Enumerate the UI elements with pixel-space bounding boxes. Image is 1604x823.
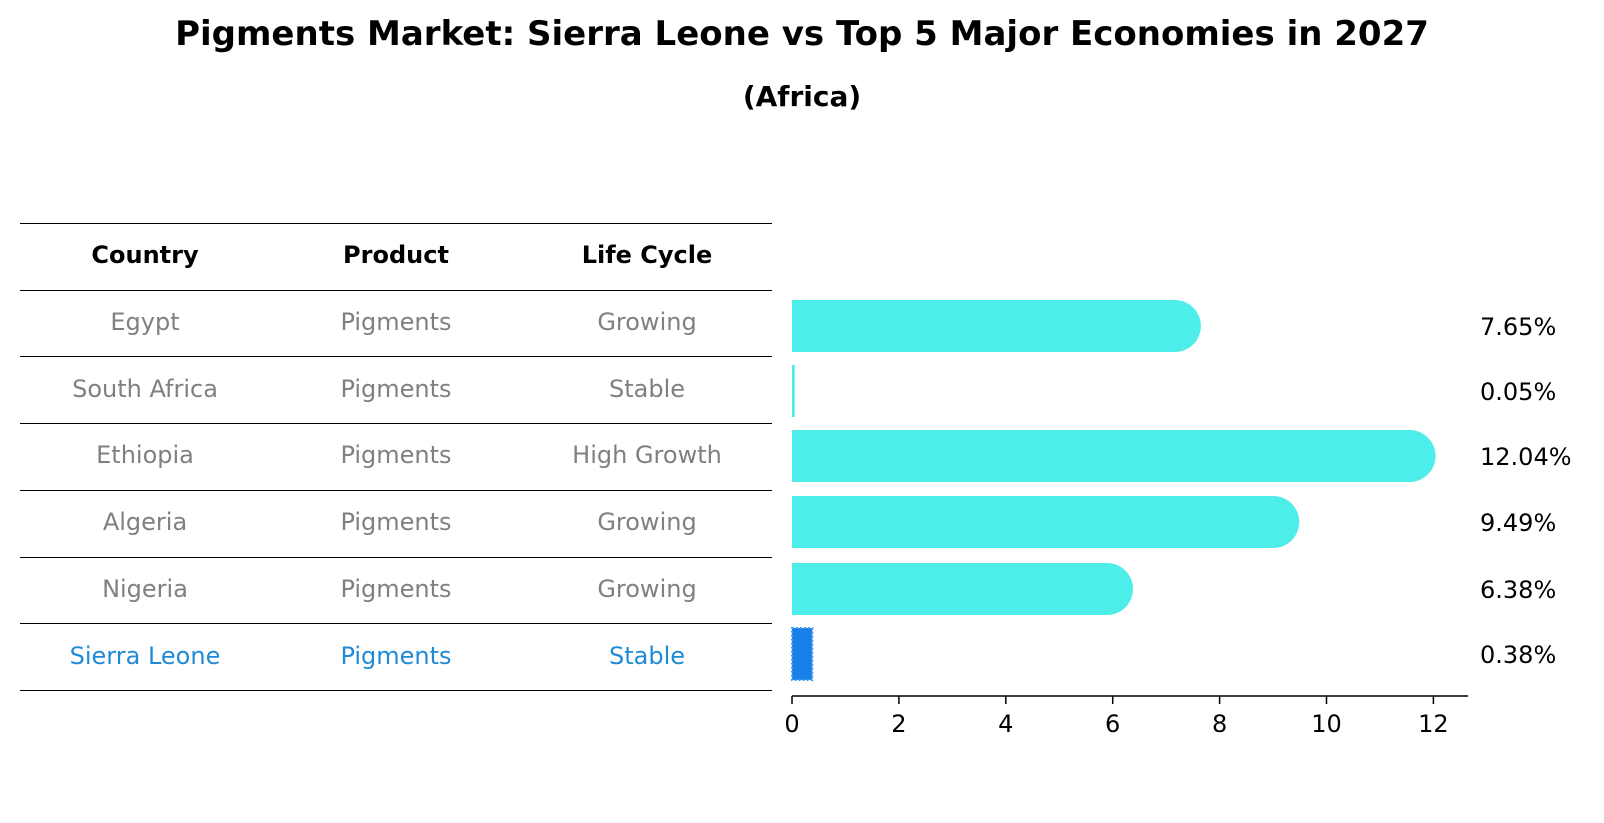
value-label: 7.65% — [1480, 313, 1556, 341]
table-cell: Pigments — [340, 574, 452, 603]
table-header: Product — [343, 241, 449, 270]
value-label: 6.38% — [1480, 576, 1556, 604]
table-rule — [20, 356, 772, 358]
table-cell: Pigments — [340, 441, 452, 470]
table-cell: Growing — [597, 308, 697, 337]
table-rule — [20, 489, 772, 491]
table-rule — [20, 556, 772, 558]
table-header: Country — [91, 241, 199, 270]
table-cell: Pigments — [340, 641, 452, 670]
bar — [792, 300, 1201, 352]
table-cell: Algeria — [102, 508, 188, 537]
x-tick-label: 4 — [998, 710, 1013, 738]
table-cell: Sierra Leone — [69, 641, 221, 670]
table-cell: High Growth — [572, 441, 722, 470]
x-tick-label: 0 — [784, 710, 799, 738]
table-rule — [20, 689, 772, 691]
table-cell: Pigments — [340, 308, 452, 337]
table-cell: Nigeria — [102, 574, 188, 603]
table-cell: Stable — [608, 374, 686, 403]
table-rule — [20, 223, 772, 224]
table-cell: Egypt — [110, 308, 180, 337]
value-label: 0.05% — [1480, 378, 1556, 406]
table-rule — [20, 623, 772, 625]
table-cell: South Africa — [72, 374, 218, 403]
chart-title: Pigments Market: Sierra Leone vs Top 5 M… — [175, 14, 1429, 54]
table-header: Life Cycle — [581, 241, 713, 270]
chart-subtitle: (Africa) — [742, 80, 862, 113]
value-label: 12.04% — [1480, 443, 1572, 471]
value-label: 0.38% — [1480, 641, 1556, 669]
table-cell: Pigments — [340, 374, 452, 403]
bar — [792, 365, 795, 417]
table-rule — [20, 423, 772, 425]
table-cell: Growing — [597, 574, 697, 603]
bar-highlight — [791, 627, 814, 681]
table-rule — [20, 289, 772, 291]
x-tick-label: 12 — [1418, 710, 1449, 738]
bar — [792, 496, 1300, 548]
table-cell: Growing — [597, 508, 697, 537]
x-tick-label: 2 — [891, 710, 906, 738]
x-tick-label: 6 — [1105, 710, 1120, 738]
x-tick-label: 8 — [1212, 710, 1227, 738]
table-cell: Pigments — [340, 508, 452, 537]
x-tick-label: 10 — [1311, 710, 1342, 738]
value-label: 9.49% — [1480, 509, 1556, 537]
bar — [792, 563, 1134, 615]
table-cell: Stable — [608, 641, 686, 670]
bar — [792, 430, 1436, 482]
table-cell: Ethiopia — [96, 441, 194, 470]
